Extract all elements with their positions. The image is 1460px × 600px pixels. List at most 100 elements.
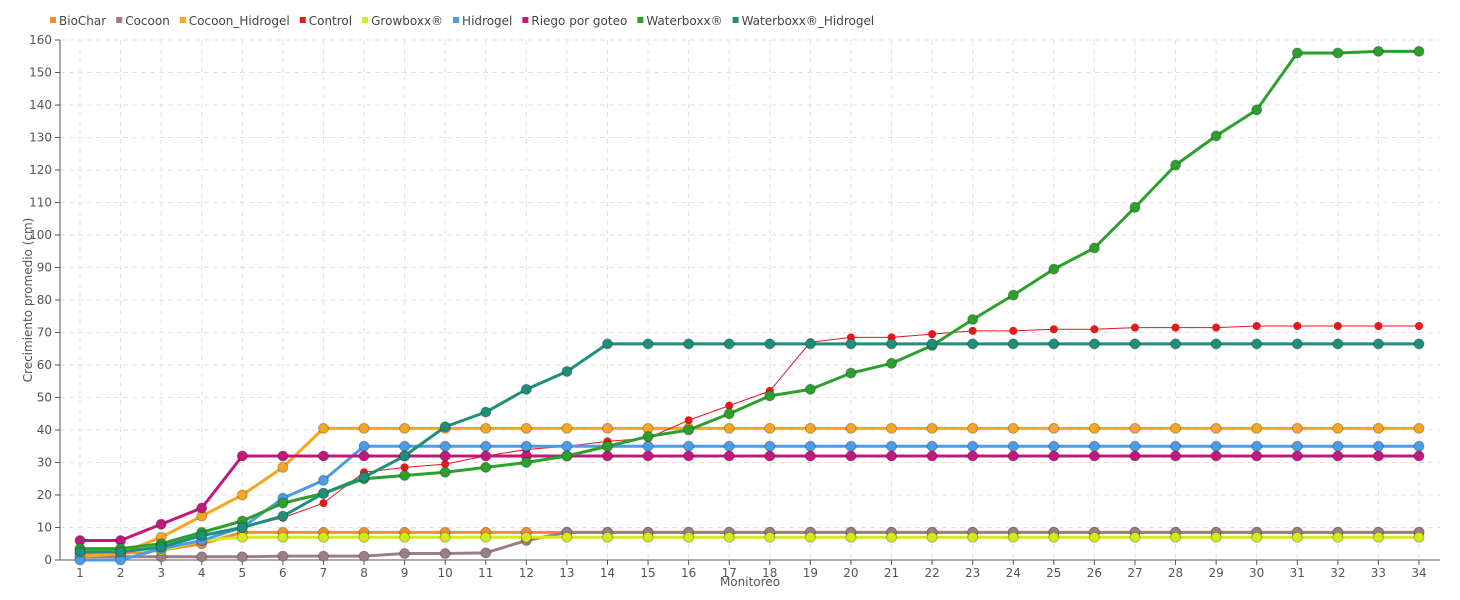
- data-point[interactable]: [1372, 531, 1384, 543]
- data-point[interactable]: [1088, 531, 1100, 543]
- data-point[interactable]: [1088, 450, 1100, 462]
- data-point[interactable]: [1293, 322, 1302, 330]
- data-point[interactable]: [764, 440, 776, 452]
- data-point[interactable]: [723, 531, 735, 543]
- data-point[interactable]: [601, 440, 613, 452]
- data-point[interactable]: [1332, 422, 1344, 434]
- data-point[interactable]: [1090, 325, 1099, 334]
- data-point[interactable]: [399, 470, 411, 481]
- data-point[interactable]: [1048, 531, 1060, 543]
- legend-item[interactable]: Hidrogel: [453, 14, 512, 28]
- data-point[interactable]: [1171, 323, 1180, 332]
- data-point[interactable]: [1210, 338, 1222, 350]
- data-point[interactable]: [480, 547, 492, 559]
- data-point[interactable]: [723, 408, 735, 420]
- data-point[interactable]: [926, 450, 938, 462]
- data-point[interactable]: [520, 457, 532, 468]
- data-point[interactable]: [439, 466, 451, 478]
- data-point[interactable]: [764, 338, 776, 350]
- data-point[interactable]: [642, 338, 654, 350]
- data-point[interactable]: [642, 531, 654, 543]
- data-point[interactable]: [115, 546, 127, 558]
- data-point[interactable]: [561, 440, 573, 452]
- data-point[interactable]: [1413, 450, 1425, 462]
- data-point[interactable]: [845, 422, 857, 434]
- data-point[interactable]: [1170, 450, 1182, 462]
- data-point[interactable]: [1170, 422, 1182, 434]
- data-point[interactable]: [520, 531, 532, 543]
- data-point[interactable]: [236, 551, 248, 563]
- data-point[interactable]: [277, 510, 289, 522]
- data-point[interactable]: [845, 450, 857, 462]
- data-point[interactable]: [317, 474, 329, 486]
- data-point[interactable]: [1048, 338, 1060, 350]
- data-point[interactable]: [764, 422, 776, 434]
- data-point[interactable]: [683, 531, 695, 543]
- data-point[interactable]: [319, 499, 328, 508]
- data-point[interactable]: [1291, 338, 1303, 350]
- data-point[interactable]: [196, 530, 208, 542]
- data-point[interactable]: [642, 440, 654, 452]
- data-point[interactable]: [683, 424, 695, 436]
- data-point[interactable]: [1130, 323, 1139, 332]
- data-point[interactable]: [967, 422, 979, 434]
- data-point[interactable]: [1129, 422, 1141, 434]
- data-point[interactable]: [764, 390, 776, 402]
- data-point[interactable]: [967, 314, 979, 325]
- data-point[interactable]: [399, 422, 411, 434]
- data-point[interactable]: [1291, 47, 1303, 59]
- data-point[interactable]: [845, 367, 857, 379]
- data-point[interactable]: [1088, 242, 1100, 254]
- data-point[interactable]: [967, 531, 979, 543]
- data-point[interactable]: [601, 450, 613, 462]
- data-point[interactable]: [1048, 263, 1060, 275]
- data-point[interactable]: [317, 531, 329, 543]
- data-point[interactable]: [441, 460, 450, 469]
- data-point[interactable]: [683, 338, 695, 350]
- data-point[interactable]: [1210, 450, 1222, 462]
- data-point[interactable]: [928, 330, 937, 339]
- data-point[interactable]: [520, 440, 532, 452]
- data-point[interactable]: [480, 406, 492, 418]
- data-point[interactable]: [1251, 531, 1263, 543]
- data-point[interactable]: [725, 401, 734, 410]
- data-point[interactable]: [1170, 159, 1182, 171]
- data-point[interactable]: [1129, 201, 1141, 213]
- data-point[interactable]: [399, 548, 411, 559]
- data-point[interactable]: [399, 531, 411, 543]
- data-point[interactable]: [1088, 422, 1100, 434]
- data-point[interactable]: [317, 422, 329, 434]
- data-point[interactable]: [1291, 450, 1303, 462]
- data-point[interactable]: [480, 461, 492, 473]
- data-point[interactable]: [1048, 440, 1060, 452]
- data-point[interactable]: [277, 531, 289, 543]
- data-point[interactable]: [439, 421, 451, 433]
- data-point[interactable]: [155, 541, 167, 553]
- data-point[interactable]: [439, 531, 451, 543]
- data-point[interactable]: [886, 531, 898, 543]
- data-point[interactable]: [155, 518, 167, 530]
- data-point[interactable]: [561, 531, 573, 543]
- legend[interactable]: BioChar Cocoon Cocoon_Hidrogel Control Growb…: [50, 14, 874, 28]
- data-point[interactable]: [967, 440, 979, 452]
- data-point[interactable]: [926, 338, 938, 350]
- data-point[interactable]: [1251, 422, 1263, 434]
- legend-item[interactable]: Growboxx®: [362, 14, 443, 28]
- data-point[interactable]: [845, 338, 857, 350]
- data-point[interactable]: [886, 357, 898, 369]
- data-point[interactable]: [1333, 322, 1342, 330]
- data-point[interactable]: [1251, 338, 1263, 350]
- data-point[interactable]: [277, 450, 289, 462]
- data-point[interactable]: [1413, 440, 1425, 452]
- data-point[interactable]: [1212, 323, 1221, 332]
- data-point[interactable]: [236, 489, 248, 501]
- data-point[interactable]: [1088, 440, 1100, 452]
- data-point[interactable]: [358, 471, 370, 483]
- data-point[interactable]: [358, 422, 370, 434]
- data-point[interactable]: [399, 440, 411, 452]
- data-point[interactable]: [683, 450, 695, 462]
- data-point[interactable]: [804, 422, 816, 434]
- legend-item[interactable]: BioChar: [50, 14, 106, 28]
- data-point[interactable]: [723, 440, 735, 452]
- data-point[interactable]: [804, 383, 816, 395]
